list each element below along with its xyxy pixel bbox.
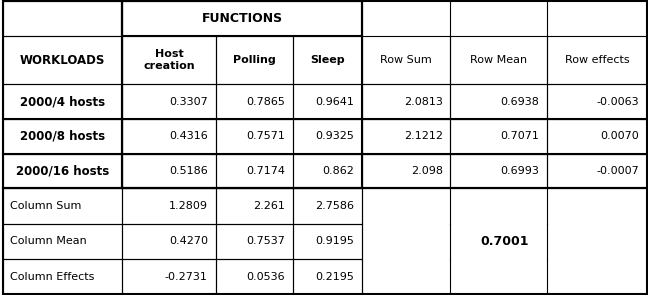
Text: FUNCTIONS: FUNCTIONS (202, 12, 283, 25)
Bar (3, 188, 122, 224)
Bar (293, 224, 362, 259)
Bar (3, 259, 122, 294)
Text: 1.2809: 1.2809 (169, 201, 208, 211)
Text: Row Sum: Row Sum (380, 55, 432, 65)
Bar (216, 154, 293, 188)
Bar (293, 36, 362, 84)
Text: Host
creation: Host creation (143, 49, 195, 71)
Bar (3, 1, 122, 36)
Bar (362, 154, 450, 188)
Text: 2000/4 hosts: 2000/4 hosts (20, 95, 106, 108)
Text: 2000/16 hosts: 2000/16 hosts (16, 165, 110, 178)
Text: WORKLOADS: WORKLOADS (20, 54, 106, 67)
Bar (547, 119, 647, 154)
Bar (293, 154, 362, 188)
Text: Column Mean: Column Mean (10, 236, 86, 246)
Bar (216, 188, 293, 224)
Text: 0.2195: 0.2195 (316, 272, 354, 282)
Text: 0.4270: 0.4270 (169, 236, 208, 246)
Text: 0.7865: 0.7865 (246, 97, 285, 107)
Bar (450, 154, 547, 188)
Text: 0.6993: 0.6993 (500, 166, 539, 176)
Text: 0.6938: 0.6938 (500, 97, 539, 107)
Bar (293, 84, 362, 119)
Text: 0.9641: 0.9641 (316, 97, 354, 107)
Text: 0.7001: 0.7001 (480, 235, 529, 248)
Bar (450, 119, 547, 154)
Bar (547, 84, 647, 119)
Text: 0.9325: 0.9325 (316, 131, 354, 141)
Text: 0.5186: 0.5186 (169, 166, 208, 176)
Bar (122, 154, 216, 188)
Text: Sleep: Sleep (310, 55, 345, 65)
Bar (122, 224, 216, 259)
Text: -0.0007: -0.0007 (596, 166, 639, 176)
Bar (3, 224, 122, 259)
Bar (122, 1, 362, 188)
Bar (362, 36, 450, 84)
Text: 0.4316: 0.4316 (169, 131, 208, 141)
Text: 0.3307: 0.3307 (169, 97, 208, 107)
Bar (547, 36, 647, 84)
Bar (362, 84, 450, 119)
Bar (3, 154, 122, 188)
Bar (216, 224, 293, 259)
Bar (122, 1, 362, 36)
Bar (122, 259, 216, 294)
Bar (293, 188, 362, 224)
Text: 2.1212: 2.1212 (404, 131, 443, 141)
Bar (122, 36, 216, 84)
Text: 2.7586: 2.7586 (315, 201, 354, 211)
Text: 2000/8 hosts: 2000/8 hosts (20, 130, 106, 143)
Bar (450, 36, 547, 84)
Bar (3, 84, 122, 119)
Text: 0.0536: 0.0536 (246, 272, 285, 282)
Text: 0.862: 0.862 (322, 166, 354, 176)
Text: 0.7537: 0.7537 (246, 236, 285, 246)
Text: Column Effects: Column Effects (10, 272, 94, 282)
Text: 0.0070: 0.0070 (600, 131, 639, 141)
Bar (122, 84, 216, 119)
Text: -0.2731: -0.2731 (165, 272, 208, 282)
Text: 2.261: 2.261 (253, 201, 285, 211)
Text: 0.7071: 0.7071 (500, 131, 539, 141)
Text: -0.0063: -0.0063 (596, 97, 639, 107)
Bar (293, 119, 362, 154)
Text: 0.7174: 0.7174 (246, 166, 285, 176)
Text: 0.9195: 0.9195 (316, 236, 354, 246)
Text: 0.7571: 0.7571 (246, 131, 285, 141)
Bar (362, 119, 450, 154)
Text: Row Mean: Row Mean (470, 55, 527, 65)
Bar (450, 84, 547, 119)
Bar (3, 119, 122, 154)
Text: Polling: Polling (233, 55, 275, 65)
Bar (216, 84, 293, 119)
Bar (293, 259, 362, 294)
Bar (547, 154, 647, 188)
Text: Row effects: Row effects (564, 55, 629, 65)
Bar (216, 119, 293, 154)
Bar (3, 36, 122, 84)
Text: 2.098: 2.098 (411, 166, 443, 176)
Bar (216, 259, 293, 294)
Bar (122, 119, 216, 154)
Text: Column Sum: Column Sum (10, 201, 81, 211)
Text: 2.0813: 2.0813 (404, 97, 443, 107)
Bar (216, 36, 293, 84)
Bar (122, 188, 216, 224)
